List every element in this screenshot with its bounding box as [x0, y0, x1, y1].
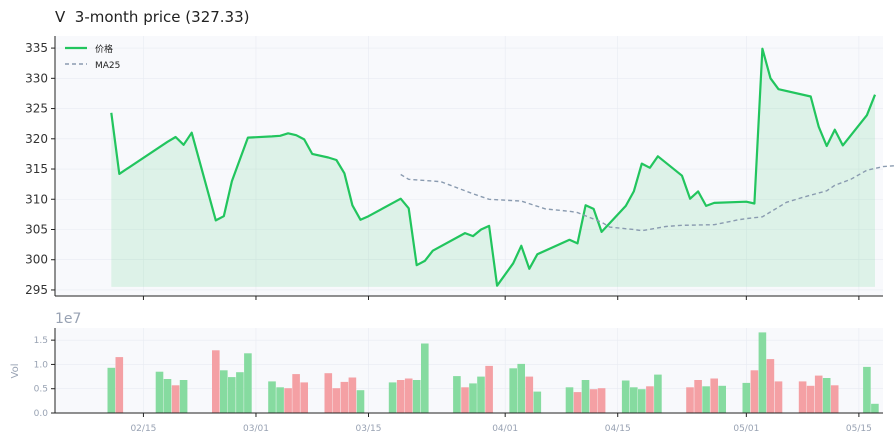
price-y-tick-label: 320: [25, 132, 48, 146]
volume-bar: [654, 374, 662, 413]
volume-bar: [702, 386, 710, 413]
volume-bar: [565, 387, 574, 413]
volume-bar: [581, 380, 590, 413]
volume-bar: [814, 375, 823, 413]
volume-bar: [469, 383, 477, 413]
ma25-series-line: [400, 165, 894, 232]
volume-bar: [284, 388, 292, 413]
price-y-tick-label: 325: [25, 102, 48, 116]
price-y-tick-label: 295: [25, 283, 48, 297]
volume-bar: [509, 368, 517, 413]
price-y-tick-label: 335: [25, 41, 48, 55]
volume-bar: [646, 386, 654, 413]
volume-bar: [300, 382, 308, 413]
volume-bar: [589, 389, 598, 413]
price-plot-area: [55, 36, 883, 296]
volume-x-tick-label: 02/15: [130, 424, 156, 434]
volume-y-tick-label: 1.5: [34, 336, 48, 346]
volume-bar: [461, 387, 469, 413]
price-y-tick-label: 330: [25, 71, 48, 85]
volume-bar: [163, 379, 172, 413]
volume-bar: [268, 381, 276, 413]
chart-title: V 3-month price (327.33): [55, 8, 250, 26]
volume-bar: [388, 382, 397, 413]
volume-bar: [179, 380, 188, 413]
volume-bar: [421, 343, 429, 413]
volume-bar: [412, 380, 421, 413]
volume-bar: [718, 385, 726, 413]
volume-scale-label: 1e7: [55, 311, 81, 327]
volume-bar: [220, 370, 228, 413]
volume-x-tick-label: 04/15: [605, 424, 631, 434]
volume-y-tick-label: 0.0: [34, 409, 49, 419]
volume-bar: [597, 388, 606, 413]
volume-x-tick-label: 05/15: [846, 424, 872, 434]
volume-bar: [630, 387, 638, 413]
volume-y-axis-label: Vol: [10, 364, 21, 379]
volume-bar: [758, 332, 767, 413]
volume-x-tick-label: 05/01: [733, 424, 759, 434]
volume-bar: [694, 380, 702, 413]
volume-bar: [107, 367, 116, 413]
volume-bar: [115, 357, 124, 413]
volume-bar: [517, 363, 525, 413]
volume-bar: [710, 378, 718, 413]
price-y-tick-label: 300: [25, 253, 48, 267]
volume-bar: [806, 385, 815, 413]
volume-bar: [477, 376, 485, 413]
volume-bar: [236, 372, 244, 413]
volume-bar: [750, 370, 759, 413]
volume-bar: [573, 392, 582, 413]
volume-bar: [340, 381, 349, 413]
volume-y-tick-label: 1.0: [34, 360, 49, 370]
price-series-line: [110, 47, 877, 287]
volume-bar: [356, 390, 365, 413]
legend-label-price: 价格: [95, 43, 113, 55]
price-y-tick-label: 315: [25, 162, 48, 176]
volume-bar: [292, 374, 300, 413]
volume-bar: [348, 377, 357, 413]
volume-bar: [533, 391, 542, 413]
volume-x-tick-label: 04/01: [492, 424, 518, 434]
volume-x-tick-label: 03/01: [243, 424, 269, 434]
volume-bar: [244, 353, 252, 413]
volume-bar: [774, 381, 783, 413]
volume-bar: [404, 378, 413, 413]
volume-bar: [742, 382, 751, 413]
volume-bar: [453, 376, 461, 413]
volume-bar: [332, 388, 341, 413]
volume-bar: [798, 381, 807, 413]
legend-label-ma25: MA25: [95, 61, 120, 71]
volume-bar: [276, 387, 284, 413]
volume-bar: [324, 373, 333, 413]
volume-bar: [155, 371, 164, 413]
volume-bar: [525, 376, 534, 413]
volume-bar: [485, 365, 493, 413]
volume-bar: [171, 385, 180, 413]
volume-bar: [228, 377, 236, 413]
volume-bar: [396, 380, 405, 413]
volume-bar: [638, 389, 646, 413]
volume-bar: [686, 387, 694, 413]
volume-bar: [212, 350, 220, 413]
volume-bar: [871, 403, 879, 413]
volume-y-tick-label: 0.5: [34, 385, 48, 395]
volume-bar: [830, 385, 839, 413]
volume-x-tick-label: 03/15: [356, 424, 382, 434]
price-y-tick-label: 310: [25, 192, 48, 206]
price-area-fill: [111, 48, 876, 287]
volume-bar: [766, 359, 775, 413]
price-y-tick-label: 305: [25, 222, 48, 236]
volume-bar: [863, 366, 871, 413]
volume-bar: [621, 380, 630, 413]
volume-bar: [822, 378, 831, 413]
